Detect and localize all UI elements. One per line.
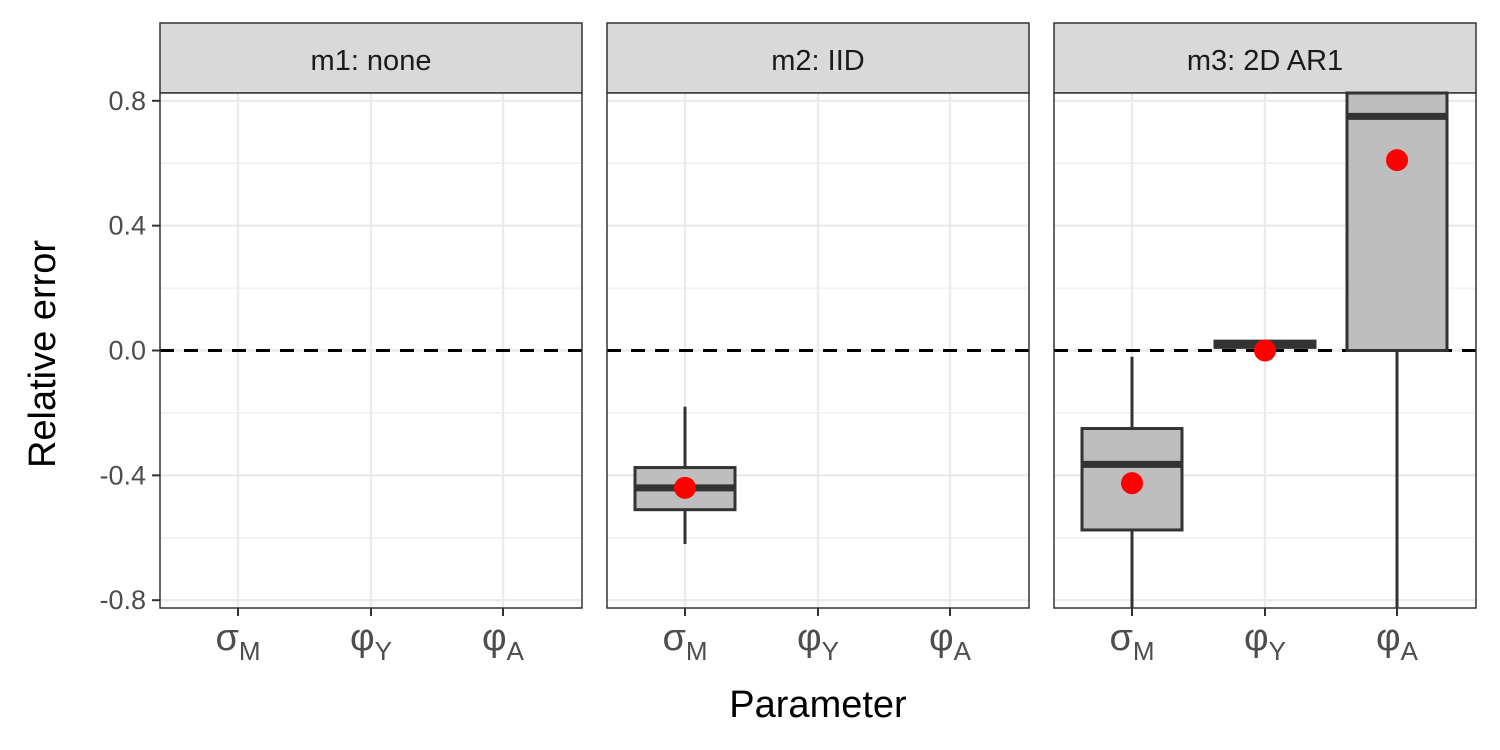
facets: m1: none σM φY φA m2: IID σM φY φA m3: 2D AR1 σM φ… [159, 22, 1477, 666]
boxplot [1345, 91, 1449, 608]
mean-point [1254, 339, 1276, 362]
facet-strip-label: m3: 2D AR1 [1187, 45, 1343, 77]
facet-panel: m1: none σM φY φA [159, 22, 583, 666]
facet-panel: m3: 2D AR1 σM φY φA [1053, 22, 1477, 666]
x-axis-title: Parameter [729, 684, 907, 726]
x-tick-label: σM [1109, 617, 1154, 666]
mean-point [674, 476, 696, 499]
x-tick-label: φA [482, 617, 525, 666]
x-tick-label: φA [929, 617, 972, 666]
facet-strip [1053, 22, 1477, 94]
x-tick-label: φY [797, 617, 839, 666]
x-tick-label: φY [350, 617, 392, 666]
y-axis-title: Relative error [22, 240, 64, 468]
mean-point [1386, 149, 1408, 172]
x-tick-label: φY [1244, 617, 1286, 666]
y-tick-label: 0.4 [108, 211, 146, 241]
boxplot [1080, 356, 1184, 608]
boxplot [633, 406, 737, 545]
y-tick-label: -0.8 [99, 585, 146, 615]
y-tick-label: -0.4 [99, 460, 146, 490]
x-tick-label: σM [215, 617, 260, 666]
y-axis: 0.8 0.4 0.0 -0.4 -0.8 [99, 86, 160, 615]
facet-strip-label: m2: IID [771, 45, 864, 77]
y-tick-label: 0.0 [108, 336, 146, 366]
y-tick-label: 0.8 [108, 86, 146, 116]
facet-strip [606, 22, 1030, 94]
facet-panel: m2: IID σM φY φA [606, 22, 1030, 666]
facet-strip-label: m1: none [311, 45, 432, 77]
x-tick-label: σM [662, 617, 707, 666]
facet-strip [159, 22, 583, 94]
mean-point [1121, 472, 1143, 495]
box-body [1345, 91, 1449, 352]
boxplot [1213, 339, 1317, 362]
x-tick-label: φA [1376, 617, 1419, 666]
